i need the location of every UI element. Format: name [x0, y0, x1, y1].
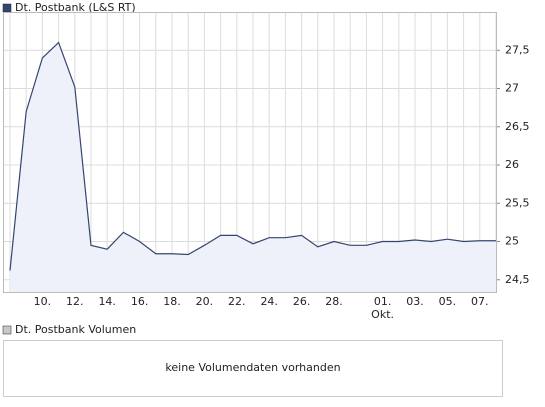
plot-frame [3, 12, 497, 293]
x-tick-label: 28. [325, 295, 343, 308]
x-tick-label: 20. [196, 295, 214, 308]
x-tick-label: 12. [66, 295, 84, 308]
y-tick-label: 24,5 [505, 273, 530, 286]
x-tick-label: 10. [34, 295, 52, 308]
y-tick-label: 25,5 [505, 196, 530, 209]
y-tick-label: 25 [505, 235, 519, 248]
x-tick-label: 16. [131, 295, 149, 308]
volume-message: keine Volumendaten vorhanden [165, 361, 340, 374]
x-tick-label: 18. [163, 295, 181, 308]
x-tick-label: 03. [406, 295, 424, 308]
x-tick-label: 05. [439, 295, 457, 308]
volume-legend-label: Dt. Postbank Volumen [15, 323, 136, 336]
x-tick-label: 24. [260, 295, 278, 308]
line [9, 41, 496, 271]
x-tick-label: 22. [228, 295, 246, 308]
x-tick-sublabel: Okt. [371, 308, 394, 321]
x-tick-label: 01. [374, 295, 392, 308]
y-tick-label: 27,5 [505, 43, 530, 56]
x-tick-label: 14. [98, 295, 116, 308]
x-tick-label: 07. [471, 295, 489, 308]
volume-panel [3, 340, 503, 397]
legend-swatch [2, 3, 12, 13]
y-tick-label: 26,5 [505, 120, 530, 133]
x-tick-label: 26. [293, 295, 311, 308]
volume-legend-swatch [2, 325, 12, 335]
area [10, 42, 496, 293]
legend-label: Dt. Postbank (L&S RT) [15, 1, 136, 14]
y-tick-label: 27 [505, 82, 519, 95]
y-tick-label: 26 [505, 158, 519, 171]
